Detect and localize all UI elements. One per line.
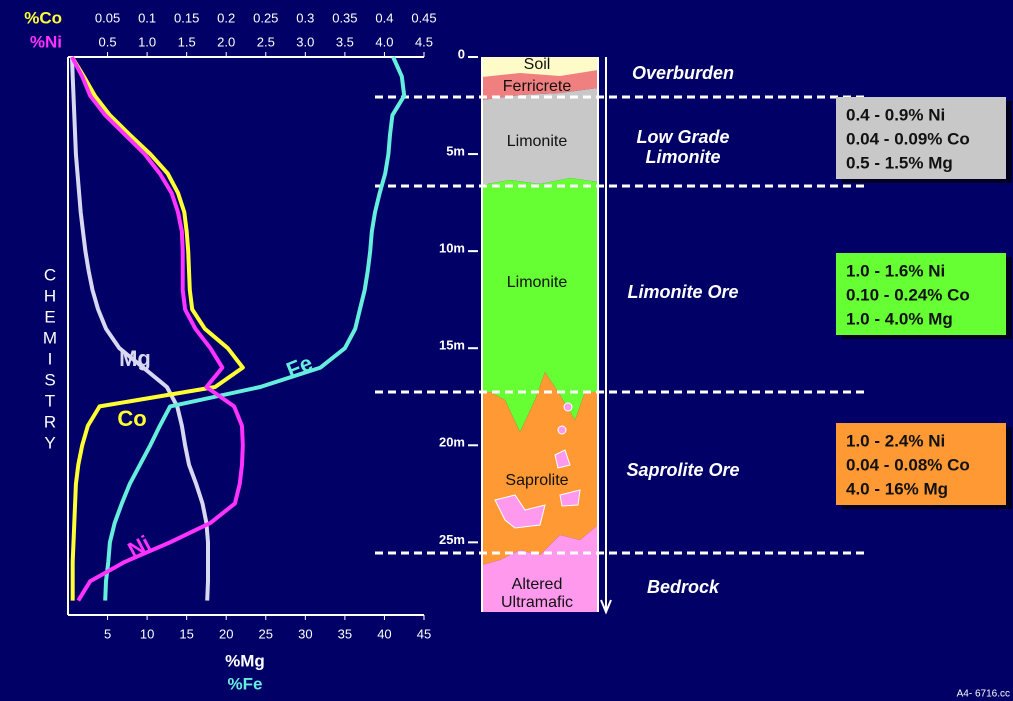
grade-text: 0.4 - 0.9% Ni bbox=[846, 105, 945, 124]
x-tick-label: 0.5 bbox=[99, 34, 117, 49]
axis-label: %Mg bbox=[225, 651, 265, 670]
x-tick-label: 30 bbox=[298, 626, 312, 641]
grade-text: 1.0 - 2.4% Ni bbox=[846, 431, 945, 450]
bedrock-layer bbox=[482, 525, 598, 612]
saprolite-blob bbox=[494, 494, 546, 529]
ferricrete-layer bbox=[482, 70, 598, 100]
y-tick-label: 5m bbox=[446, 144, 465, 159]
axis-label: %Fe bbox=[228, 674, 263, 693]
x-tick-label: 10 bbox=[140, 626, 154, 641]
series-label: Co bbox=[117, 406, 146, 431]
zone-label: Saprolite Ore bbox=[626, 460, 739, 480]
axis-label: %Co bbox=[24, 8, 62, 27]
grade-text: 0.5 - 1.5% Mg bbox=[846, 153, 953, 172]
y-tick-label: 25m bbox=[439, 532, 465, 547]
zone-label: Low Grade bbox=[636, 127, 729, 147]
grade-text: 4.0 - 16% Mg bbox=[846, 479, 948, 498]
grade-text: 0.04 - 0.09% Co bbox=[846, 129, 970, 148]
limonite-low-layer bbox=[482, 88, 598, 185]
zone-label: Bedrock bbox=[647, 577, 720, 597]
x-tick-label: 0.4 bbox=[375, 10, 393, 25]
zone-dividers bbox=[375, 95, 866, 555]
box bbox=[836, 253, 1006, 335]
layer-label: Ultramafic bbox=[501, 594, 573, 611]
saprolite-blob bbox=[557, 425, 567, 435]
x-tick-label: 4.5 bbox=[415, 34, 433, 49]
axis-label: %Ni bbox=[30, 32, 62, 51]
layer-label: Saprolite bbox=[505, 472, 568, 489]
grade-box: 1.0 - 2.4% Ni 0.04 - 0.08% Co 4.0 - 16% Mg bbox=[836, 423, 1012, 509]
x-tick-label: 45 bbox=[417, 626, 431, 641]
limonite-ore-layer bbox=[482, 178, 598, 432]
grade-text: 0.10 - 0.24% Co bbox=[846, 285, 970, 304]
x-tick-label: 0.1 bbox=[138, 10, 156, 25]
series-line bbox=[103, 56, 407, 601]
grade-text: 1.0 - 1.6% Ni bbox=[846, 261, 945, 280]
x-tick-label: 5 bbox=[104, 626, 111, 641]
box bbox=[836, 423, 1006, 505]
series-label: Ni bbox=[124, 530, 155, 562]
depth-arrow bbox=[600, 57, 612, 615]
layer-label: Ferricrete bbox=[503, 78, 572, 95]
x-tick-label: 0.05 bbox=[95, 10, 120, 25]
x-tick-label: 0.35 bbox=[332, 10, 357, 25]
column-border bbox=[481, 57, 599, 612]
series-label: Mg bbox=[119, 346, 151, 371]
y-tick-label: 10m bbox=[439, 241, 465, 256]
layer-label: Limonite bbox=[507, 274, 568, 291]
x-tick-label: 0.3 bbox=[296, 10, 314, 25]
grade-box: 1.0 - 1.6% Ni 0.10 - 0.24% Co 1.0 - 4.0% M… bbox=[836, 253, 1012, 339]
y-tick-label: 15m bbox=[439, 338, 465, 353]
grade-text: 0.04 - 0.08% Co bbox=[846, 455, 970, 474]
x-tick-label: 3.5 bbox=[336, 34, 354, 49]
y-axis-label: CHEMISTRY bbox=[41, 266, 60, 455]
saprolite-blob bbox=[559, 489, 581, 507]
x-tick-label: 2.0 bbox=[217, 34, 235, 49]
layer-label: Soil bbox=[524, 56, 551, 73]
zone-label: Overburden bbox=[632, 63, 734, 83]
x-tick-label: 4.0 bbox=[375, 34, 393, 49]
grade-text: 1.0 - 4.0% Mg bbox=[846, 309, 953, 328]
saprolite-blob bbox=[554, 449, 571, 469]
x-tick-label: 3.0 bbox=[296, 34, 314, 49]
box bbox=[836, 97, 1006, 179]
series-line bbox=[70, 56, 210, 601]
layer-label: Limonite bbox=[507, 133, 568, 150]
zone-label: Limonite Ore bbox=[627, 282, 738, 302]
x-tick-label: 2.5 bbox=[257, 34, 275, 49]
x-tick-label: 25 bbox=[259, 626, 273, 641]
x-tick-label: 20 bbox=[219, 626, 233, 641]
zone-label: Limonite bbox=[646, 147, 721, 167]
x-tick-label: 1.5 bbox=[178, 34, 196, 49]
x-tick-label: 1.0 bbox=[138, 34, 156, 49]
x-tick-label: 0.15 bbox=[174, 10, 199, 25]
x-tick-label: 40 bbox=[377, 626, 391, 641]
x-tick-label: 35 bbox=[338, 626, 352, 641]
soil-layer bbox=[482, 57, 598, 77]
series-line bbox=[70, 55, 245, 601]
series-line bbox=[70, 56, 245, 602]
layer-label: Altered bbox=[512, 576, 563, 593]
saprolite-blob bbox=[563, 402, 573, 412]
x-tick-label: 15 bbox=[179, 626, 193, 641]
y-tick-label: 0 bbox=[458, 46, 465, 61]
grade-box: 0.4 - 0.9% Ni 0.04 - 0.09% Co 0.5 - 1.5% M… bbox=[836, 97, 1012, 183]
y-tick-label: 20m bbox=[439, 435, 465, 450]
x-tick-label: 0.25 bbox=[253, 10, 278, 25]
profile-column bbox=[481, 57, 612, 615]
footer: A4- 6716.cc bbox=[957, 689, 1010, 700]
x-tick-label: 0.45 bbox=[411, 10, 436, 25]
x-tick-label: 0.2 bbox=[217, 10, 235, 25]
